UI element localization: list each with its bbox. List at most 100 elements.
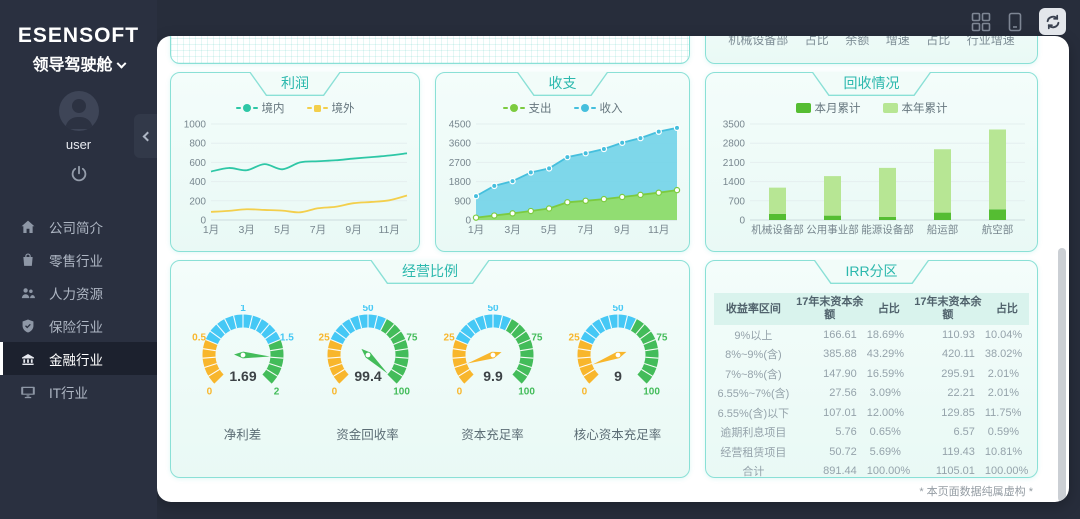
svg-text:25: 25 bbox=[318, 332, 330, 343]
legend-item[interactable]: 支出 bbox=[502, 100, 552, 116]
table-header: 占比 bbox=[984, 293, 1029, 325]
svg-text:75: 75 bbox=[656, 332, 668, 343]
power-icon[interactable] bbox=[69, 164, 89, 184]
sidebar-item-insurance[interactable]: 保险行业 bbox=[0, 309, 157, 342]
clipped-text: 行业增速 bbox=[966, 36, 1015, 47]
svg-text:900: 900 bbox=[454, 196, 471, 207]
svg-text:100: 100 bbox=[393, 387, 410, 398]
panel-title-badge: 收支 bbox=[517, 72, 609, 96]
svg-text:2800: 2800 bbox=[723, 139, 746, 150]
sidebar-item-hr[interactable]: 人力资源 bbox=[0, 276, 157, 309]
balance-panel: 收支 支出 收入 0 900 1800 2700 3600 4500 1月 3月 5月 7月 9月 11… bbox=[435, 72, 690, 252]
svg-text:75: 75 bbox=[406, 332, 418, 343]
recovery-panel: 回收情况 本月累计 本年累计 0 700 1400 2100 2800 3500 机械设备部公… bbox=[705, 72, 1038, 252]
sidebar-item-retail[interactable]: 零售行业 bbox=[0, 243, 157, 276]
svg-text:航空部: 航空部 bbox=[982, 223, 1014, 236]
table-cell: 8%~9%(含) bbox=[725, 349, 782, 362]
device-icon[interactable] bbox=[1005, 12, 1025, 32]
clipped-chart-panel bbox=[170, 36, 690, 64]
grid-icon[interactable] bbox=[971, 12, 991, 32]
table-row[interactable]: 7%~8%(含) 147.90 16.59% 295.91 2.01% bbox=[714, 364, 1029, 384]
dashboard-content: 机械设备部 占比 余额 增速 占比 行业增速 利润 境内 境外 0 200 400 600 800 1… bbox=[157, 36, 1069, 502]
svg-text:船运部: 船运部 bbox=[927, 223, 959, 236]
table-row[interactable]: 6.55%~7%(含) 27.56 3.09% 22.21 2.01% bbox=[714, 384, 1029, 404]
table-row[interactable]: 逾期利息项目 5.76 0.65% 6.57 0.59% bbox=[714, 423, 1029, 443]
svg-text:50: 50 bbox=[362, 305, 374, 314]
table-header: 17年末资本余额 bbox=[910, 293, 985, 325]
svg-text:机械设备部: 机械设备部 bbox=[751, 223, 804, 236]
legend-item[interactable]: 境内 bbox=[235, 100, 285, 116]
gauge-label: 资本充足率 bbox=[461, 428, 524, 442]
retail-icon bbox=[23, 252, 33, 266]
table-cell: 5.76 bbox=[835, 426, 857, 439]
table-cell: 107.01 bbox=[823, 406, 857, 419]
legend-label: 本月累计 bbox=[814, 103, 861, 115]
svg-text:7月: 7月 bbox=[577, 224, 593, 236]
legend-item[interactable]: 境外 bbox=[306, 100, 355, 116]
sidebar-item-it[interactable]: IT行业 bbox=[0, 375, 157, 408]
legend-label: 本年累计 bbox=[901, 103, 948, 115]
refresh-button[interactable] bbox=[1039, 8, 1066, 35]
gauge-dial: 0 25 50 75 100 9.9 bbox=[443, 303, 543, 398]
user-name: user bbox=[65, 137, 92, 152]
sidebar-collapse-handle[interactable] bbox=[134, 114, 157, 158]
table-cell: 3.09% bbox=[869, 387, 901, 400]
brand-subtitle[interactable]: 领导驾驶舱 bbox=[0, 51, 157, 75]
clipped-text: 占比 bbox=[926, 36, 951, 47]
svg-text:1000: 1000 bbox=[184, 120, 207, 131]
irr-panel: IRR分区 收益率区间 17年末资本余额 占比 17年末资本余额 占比 9%以上 166.6… bbox=[705, 260, 1038, 478]
sidebar-item-label: 公司简介 bbox=[49, 220, 103, 236]
legend-item[interactable]: 收入 bbox=[573, 100, 623, 116]
table-cell: 891.44 bbox=[823, 465, 857, 478]
svg-text:能源设备部: 能源设备部 bbox=[861, 223, 914, 236]
bank-icon bbox=[22, 353, 34, 365]
table-cell: 100.00% bbox=[866, 465, 911, 478]
svg-text:2: 2 bbox=[273, 387, 279, 398]
sidebar-item-finance[interactable]: 金融行业 bbox=[0, 342, 157, 375]
gauge-label: 净利差 bbox=[223, 428, 262, 442]
svg-text:1月: 1月 bbox=[468, 224, 484, 236]
table-cell: 166.61 bbox=[823, 328, 857, 341]
svg-text:11月: 11月 bbox=[648, 224, 669, 236]
svg-text:75: 75 bbox=[531, 332, 543, 343]
topbar bbox=[971, 8, 1066, 35]
table-cell: 10.81% bbox=[984, 445, 1023, 458]
table-cell: 经营租赁项目 bbox=[720, 446, 787, 459]
legend-item[interactable]: 本月累计 bbox=[795, 100, 861, 116]
svg-text:3600: 3600 bbox=[449, 139, 472, 150]
table-cell: 0.59% bbox=[987, 426, 1019, 439]
table-cell: 43.29% bbox=[866, 348, 905, 361]
svg-text:0: 0 bbox=[331, 387, 337, 398]
table-cell: 147.90 bbox=[823, 367, 857, 380]
table-row[interactable]: 6.55%(含)以下 107.01 12.00% 129.85 11.75% bbox=[714, 403, 1029, 423]
table-cell: 110.93 bbox=[942, 328, 975, 341]
table-cell: 6.55%(含)以下 bbox=[717, 407, 790, 420]
legend-label: 境内 bbox=[261, 103, 285, 115]
sidebar-item-company-intro[interactable]: 公司简介 bbox=[0, 210, 157, 243]
brand-name: ESENSOFT bbox=[17, 24, 140, 47]
chevron-left-icon bbox=[142, 131, 152, 141]
table-cell: 2.01% bbox=[987, 367, 1019, 380]
sidebar-menu: 公司简介 零售行业 人力资源 保险行业 金融行业 IT行业 bbox=[0, 210, 157, 408]
sidebar-item-label: 人力资源 bbox=[49, 286, 103, 302]
legend-item[interactable]: 本年累计 bbox=[882, 100, 948, 116]
table-row[interactable]: 合计 891.44 100.00% 1105.01 100.00% bbox=[714, 462, 1029, 482]
svg-text:0: 0 bbox=[465, 216, 471, 227]
table-row[interactable]: 8%~9%(含) 385.88 43.29% 420.11 38.02% bbox=[714, 345, 1029, 365]
svg-text:9月: 9月 bbox=[614, 224, 630, 236]
table-header-row: 收益率区间 17年末资本余额 占比 17年末资本余额 占比 bbox=[714, 293, 1029, 325]
svg-text:3月: 3月 bbox=[238, 224, 254, 236]
gauge-dial: 0 0.5 1 1.5 2 1.69 bbox=[192, 303, 294, 398]
svg-text:0: 0 bbox=[581, 387, 587, 398]
clipped-text: 增速 bbox=[885, 36, 910, 47]
table-row[interactable]: 经营租赁项目 50.72 5.69% 119.43 10.81% bbox=[714, 442, 1029, 462]
table-row[interactable]: 9%以上 166.61 18.69% 110.93 10.04% bbox=[714, 325, 1029, 345]
svg-text:50: 50 bbox=[612, 305, 624, 314]
table-cell: 18.69% bbox=[866, 328, 905, 341]
svg-text:25: 25 bbox=[568, 332, 580, 343]
table-cell: 2.01% bbox=[987, 387, 1019, 400]
scrollbar-thumb[interactable] bbox=[1058, 248, 1066, 502]
table-cell: 295.91 bbox=[941, 367, 975, 380]
panel-title: 利润 bbox=[249, 72, 341, 96]
svg-text:2100: 2100 bbox=[723, 158, 746, 169]
